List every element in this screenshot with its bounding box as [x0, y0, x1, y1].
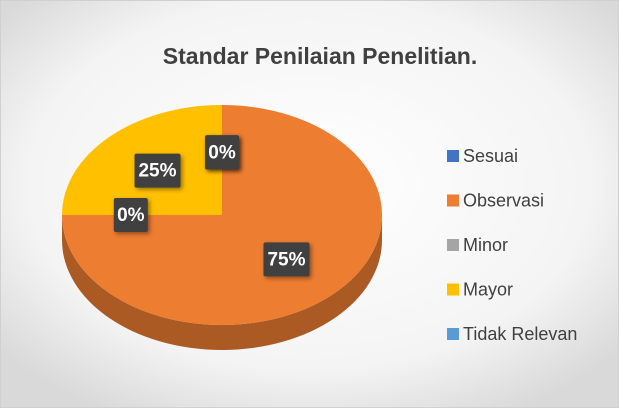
legend-swatch	[447, 239, 459, 251]
pie-side	[62, 215, 382, 350]
data-label: 0%	[205, 135, 239, 170]
data-label-box	[205, 135, 239, 170]
legend-swatch	[447, 194, 459, 207]
data-label-text: 0%	[208, 142, 236, 163]
legend-label: Observasi	[463, 190, 544, 210]
data-label-box	[113, 198, 148, 232]
data-label-text: 0%	[117, 205, 145, 226]
data-label-text: 25%	[138, 161, 176, 182]
legend-label: Mayor	[463, 279, 513, 299]
legend-swatch	[447, 150, 459, 162]
legend-swatch	[447, 328, 459, 340]
chart-title: Standar Penilaian Penelitian.	[163, 43, 477, 69]
legend-label: Tidak Relevan	[463, 324, 577, 344]
legend-label: Minor	[463, 235, 508, 255]
data-label: 25%	[134, 153, 181, 188]
data-label-text: 75%	[267, 249, 305, 270]
data-label-box	[263, 242, 310, 277]
legend-label: Sesuai	[463, 146, 518, 166]
legend-swatch	[447, 283, 459, 296]
data-label: 75%	[263, 242, 310, 277]
data-label-box	[134, 153, 181, 188]
data-label: 0%	[113, 198, 148, 232]
